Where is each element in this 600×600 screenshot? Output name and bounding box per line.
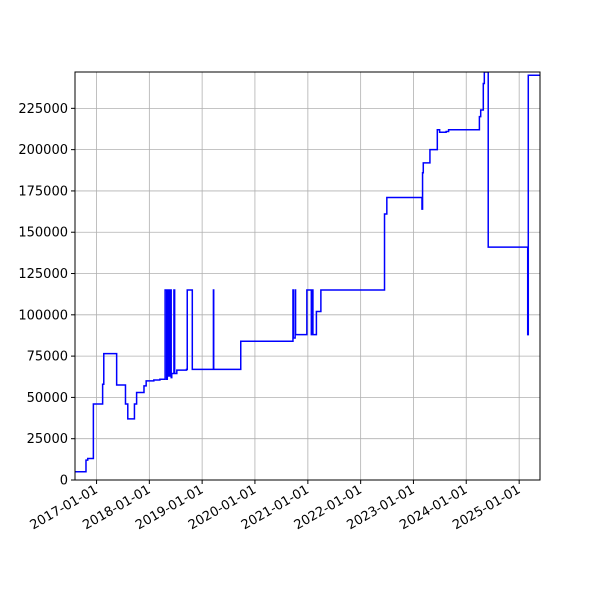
y-tick-label: 225000 xyxy=(18,102,68,117)
grid xyxy=(75,72,540,481)
y-tick-label: 25000 xyxy=(27,432,68,447)
y-tick-label: 50000 xyxy=(27,391,68,406)
y-tick-label: 200000 xyxy=(18,143,68,158)
y-tick-label: 150000 xyxy=(18,226,68,241)
y-tick-label: 75000 xyxy=(27,350,68,365)
y-tick-label: 175000 xyxy=(18,184,68,199)
y-tick-label: 0 xyxy=(60,474,68,489)
y-axis: 0 25000 50000 75000 100000 125000 150000 175000… xyxy=(18,102,75,489)
y-tick-label: 125000 xyxy=(18,267,68,282)
series-layer xyxy=(75,72,540,473)
x-axis: 2017-01-012018-01-012019-01-012020-01-01… xyxy=(28,480,523,533)
y-tick-label: 100000 xyxy=(18,308,68,323)
series-line xyxy=(75,72,540,473)
